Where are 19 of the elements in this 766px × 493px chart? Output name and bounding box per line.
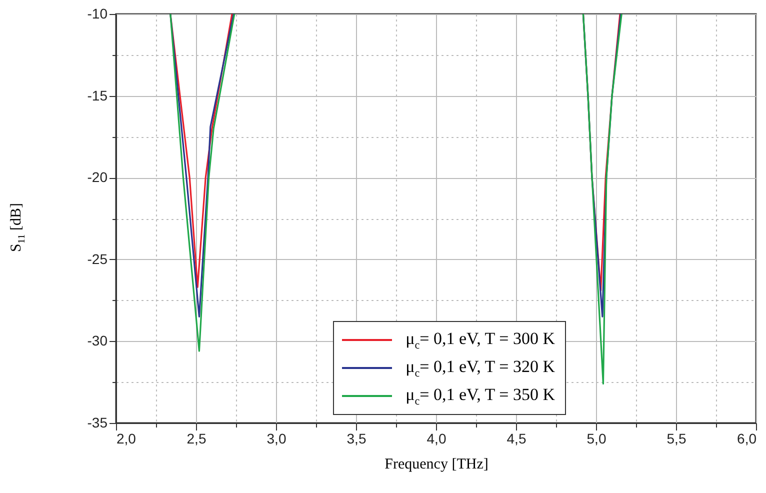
legend-label: μ$_{c}$= 0,1 eV, T = 320 K [406, 356, 555, 380]
x-tick-label: 5,5 [666, 430, 686, 446]
x-tick-label: 3,0 [266, 430, 286, 446]
y-tick-label: -15 [87, 87, 108, 104]
legend-label: μ$_{c}$= 0,1 eV, T = 350 K [406, 384, 555, 408]
x-tick-label: 6,0 [737, 430, 757, 446]
x-axis-title: Frequency [THz] [384, 456, 488, 472]
y-tick-label: -10 [87, 6, 108, 22]
x-tick-label: 4,5 [506, 430, 526, 446]
x-tick-label: 4,0 [426, 430, 446, 446]
x-tick-label: 2,0 [116, 430, 136, 446]
x-tick-label: 5,0 [586, 430, 606, 446]
legend-label: μ$_{c}$= 0,1 eV, T = 300 K [406, 328, 555, 352]
y-tick-label: -35 [87, 414, 108, 430]
x-tick-label: 2,5 [186, 430, 206, 446]
y-tick-label: -25 [87, 250, 108, 267]
y-tick-label: -30 [87, 332, 108, 349]
y-tick-label: -20 [87, 169, 108, 186]
x-tick-label: 3,5 [346, 430, 366, 446]
